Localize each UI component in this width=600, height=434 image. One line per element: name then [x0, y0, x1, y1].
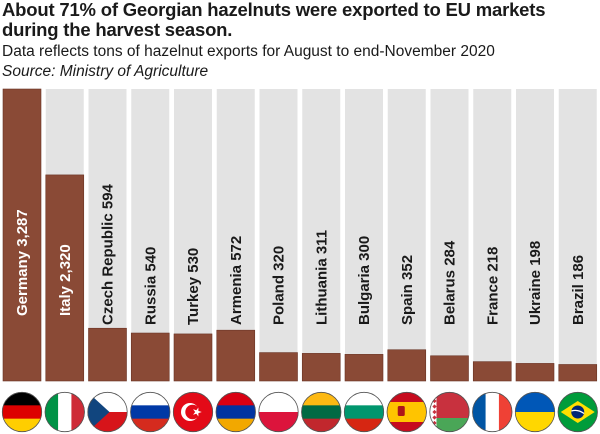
- bar-italy: [45, 174, 85, 382]
- armenia-flag-icon: [215, 391, 256, 433]
- bar-czech-republic: [88, 327, 127, 382]
- bar-label-brazil: Brazil 186: [570, 255, 587, 325]
- track-belarus: [430, 89, 469, 381]
- bar-label-italy: Italy 2,320: [57, 244, 74, 316]
- flag-row: [1, 391, 598, 433]
- bar-label-armenia: Armenia 572: [228, 236, 245, 325]
- italy-flag-icon: [44, 391, 85, 433]
- bars: [2, 88, 598, 382]
- bar-label-spain: Spain 352: [399, 255, 416, 325]
- track-ukraine: [516, 89, 554, 381]
- bar-spain: [387, 349, 427, 382]
- bar-belarus: [430, 355, 469, 382]
- russia-flag-icon: [130, 391, 171, 433]
- bar-france: [472, 361, 512, 382]
- bar-label-poland: Poland 320: [271, 246, 288, 325]
- spain-flag-icon: [386, 391, 427, 433]
- bar-label-czech-republic: Czech Republic 594: [100, 183, 117, 325]
- bar-russia: [130, 332, 170, 382]
- bar-brazil: [558, 364, 598, 382]
- chart-source: Source: Ministry of Agriculture: [2, 63, 209, 80]
- bar-labels: Germany 3,287 Italy 2,320 Czech Republic 5…: [14, 183, 587, 325]
- lithuania-flag-icon: [301, 391, 342, 433]
- chart-subtitle: Data reflects tons of hazelnut exports f…: [2, 43, 495, 60]
- bar-label-lithuania: Lithuania 311: [313, 230, 330, 325]
- turkey-flag-icon: [172, 391, 214, 433]
- bulgaria-flag-icon: [343, 391, 385, 433]
- bar-label-ukraine: Ukraine 198: [527, 241, 544, 325]
- track-poland: [259, 89, 298, 381]
- track-lithuania: [302, 89, 341, 381]
- bar-ukraine: [515, 363, 555, 382]
- bar-lithuania: [301, 353, 341, 382]
- belarus-flag-icon: [429, 391, 470, 433]
- bar-label-belarus: Belarus 284: [442, 240, 459, 325]
- bar-armenia: [216, 329, 256, 382]
- bar-label-russia: Russia 540: [142, 247, 159, 325]
- bar-poland: [259, 352, 298, 382]
- track-bulgaria: [345, 89, 383, 381]
- germany-flag-icon: [1, 391, 43, 433]
- bar-label-france: France 218: [484, 247, 501, 325]
- bar-label-turkey: Turkey 530: [185, 248, 202, 325]
- brazil-flag-icon: [557, 391, 598, 433]
- ukraine-flag-icon: [514, 391, 556, 433]
- bar-germany: [2, 88, 42, 382]
- france-flag-icon: [472, 391, 513, 433]
- bar-turkey: [173, 333, 213, 382]
- czech-flag-icon: [87, 391, 128, 433]
- bar-bulgaria: [344, 354, 384, 382]
- chart-title: About 71% of Georgian hazelnuts were exp…: [2, 0, 546, 40]
- track-russia: [131, 89, 170, 381]
- bar-label-germany: Germany 3,287: [14, 209, 31, 316]
- poland-flag-icon: [258, 391, 299, 433]
- bar-tracks: [3, 89, 597, 381]
- track-france: [473, 89, 512, 381]
- bar-label-bulgaria: Bulgaria 300: [356, 236, 373, 325]
- track-brazil: [558, 89, 597, 381]
- track-spain: [387, 89, 426, 381]
- track-turkey: [174, 89, 212, 381]
